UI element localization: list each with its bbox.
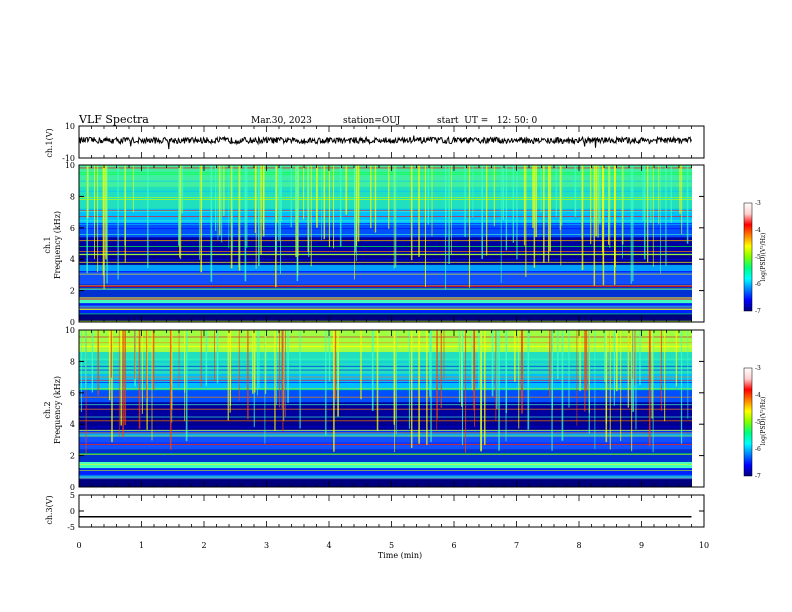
colorbar-tick-label: -4 bbox=[755, 227, 761, 234]
y-tick-label: 6 bbox=[70, 389, 75, 398]
x-tick-label: 4 bbox=[326, 541, 331, 550]
y-tick-label: 2 bbox=[70, 287, 75, 296]
x-tick-label: 0 bbox=[76, 541, 81, 550]
frequency-band bbox=[79, 265, 692, 272]
colorbar-tick-label: -3 bbox=[755, 200, 761, 207]
frequency-band bbox=[79, 296, 692, 304]
colorbar-tick-label: -4 bbox=[755, 392, 761, 399]
ch1-spectrogram-panel: 0 2 4 6 8 10 -3 -4 -5 -6 -7 bbox=[65, 161, 761, 327]
frequency-band bbox=[79, 271, 692, 285]
axes-layer: 0 1 2 3 4 5 6 7 8 9 10 bbox=[76, 126, 709, 550]
frequency-band bbox=[79, 237, 692, 253]
x-tick-label: 5 bbox=[389, 541, 394, 550]
colorbar2-label: log(PSD)(V²/Hz) bbox=[760, 397, 767, 446]
x-tick-label: 10 bbox=[699, 541, 709, 550]
y-tick-label: 2 bbox=[70, 452, 75, 461]
ch2-spectrogram-panel: 0 2 4 6 8 10 -3 -4 -5 -6 -7 bbox=[65, 326, 761, 492]
y-tick-label: 0 bbox=[70, 507, 75, 516]
frequency-band bbox=[79, 224, 692, 238]
colorbar-tick-label: -7 bbox=[755, 308, 761, 315]
y-tick-label: 10 bbox=[65, 122, 75, 131]
x-tick-label: 9 bbox=[639, 541, 644, 550]
x-tick-label: 7 bbox=[514, 541, 519, 550]
frequency-band bbox=[79, 284, 692, 297]
x-axis-label: Time (min) bbox=[378, 551, 422, 560]
colorbar-tick-label: -3 bbox=[755, 365, 761, 372]
ch1-channel-label: ch.1 bbox=[43, 236, 52, 253]
x-tick-label: 3 bbox=[264, 541, 269, 550]
frequency-band bbox=[79, 389, 692, 403]
frequency-band bbox=[79, 373, 692, 390]
frequency-band bbox=[79, 461, 692, 469]
colorbar bbox=[743, 367, 753, 477]
x-tick-label: 1 bbox=[139, 541, 144, 550]
x-tick-label: 8 bbox=[576, 541, 581, 550]
date-label: Mar.30, 2023 bbox=[251, 116, 312, 126]
frequency-band bbox=[79, 430, 692, 437]
colorbar-tick-label: -5 bbox=[755, 419, 761, 426]
y-tick-label: 5 bbox=[70, 491, 75, 500]
y-tick-label: 4 bbox=[70, 255, 75, 264]
frequency-band bbox=[79, 468, 692, 480]
colorbar-tick-label: -6 bbox=[755, 281, 761, 288]
frequency-band bbox=[79, 303, 692, 315]
y-tick-label: -5 bbox=[67, 523, 75, 532]
colorbar1-label: log(PSD)(V²/Hz) bbox=[760, 233, 767, 282]
y-tick-label: 10 bbox=[65, 161, 75, 170]
frequency-band bbox=[79, 402, 692, 418]
colorbar-tick-label: -5 bbox=[755, 254, 761, 261]
y-tick-label: 8 bbox=[70, 192, 75, 201]
ch1-waveform-line bbox=[78, 135, 692, 150]
station-label: station=OUJ bbox=[343, 116, 401, 126]
figure-title: VLF Spectra bbox=[78, 113, 149, 126]
ch2-freq-ylabel: Frequency (kHz) bbox=[53, 376, 62, 444]
y-tick-label: 0 bbox=[70, 318, 75, 327]
frequency-band bbox=[79, 351, 692, 374]
ch2-channel-label: ch.2 bbox=[43, 401, 52, 418]
ch1-ylabel: ch.1(V) bbox=[45, 128, 54, 157]
ch3-ylabel: ch.3(V) bbox=[45, 495, 54, 524]
y-tick-label: 0 bbox=[70, 483, 75, 492]
frequency-band bbox=[79, 449, 692, 462]
start-time-label: start UT = 12: 50: 0 bbox=[437, 116, 538, 126]
frequency-band bbox=[79, 479, 692, 487]
ch1-freq-ylabel: Frequency (kHz) bbox=[53, 211, 62, 279]
x-tick-label: 2 bbox=[201, 541, 206, 550]
ch1-waveform-panel: 10 -10 bbox=[62, 122, 705, 163]
y-tick-label: 10 bbox=[65, 326, 75, 335]
x-tick-label: 6 bbox=[451, 541, 456, 550]
y-tick-label: 6 bbox=[70, 224, 75, 233]
ch3-waveform-panel: 5 0 -5 bbox=[67, 491, 705, 532]
y-tick-label: -10 bbox=[62, 154, 75, 163]
colorbar-tick-label: -6 bbox=[755, 446, 761, 453]
frequency-band bbox=[79, 314, 692, 322]
y-tick-label: 8 bbox=[70, 357, 75, 366]
colorbar bbox=[743, 202, 753, 312]
y-tick-label: 4 bbox=[70, 420, 75, 429]
colorbar-tick-label: -7 bbox=[755, 473, 761, 480]
